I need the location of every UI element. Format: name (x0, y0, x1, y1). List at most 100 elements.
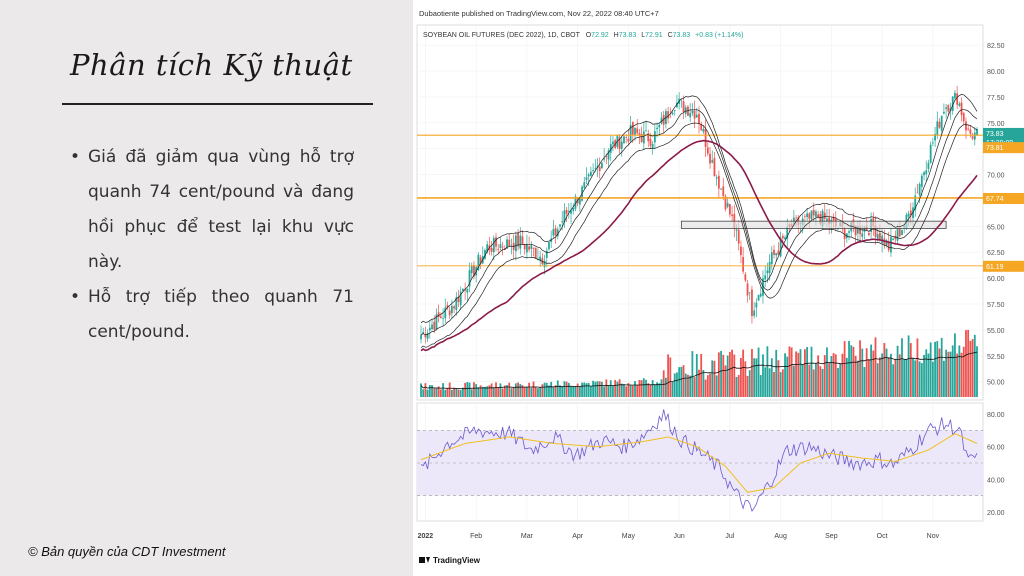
candle-body (656, 127, 658, 130)
candle-body (424, 334, 427, 338)
candle-body (645, 130, 647, 131)
volume-bar (967, 329, 970, 397)
candle-body (486, 244, 489, 253)
level-price-tag-text: 61.19 (986, 264, 1004, 271)
volume-bar (640, 380, 643, 397)
candle-body (479, 257, 482, 264)
volume-bar (565, 381, 568, 397)
candle-body (777, 250, 780, 255)
time-tick-label: Apr (572, 533, 584, 540)
candle-body (879, 232, 881, 241)
volume-bar (856, 360, 859, 397)
candle-body (819, 214, 822, 225)
candle-body (920, 175, 923, 187)
time-tick-label: Mar (521, 533, 534, 540)
candle-body (757, 294, 760, 301)
time-tick-label: Jul (725, 533, 734, 540)
volume-bar (976, 346, 978, 397)
candle-body (755, 302, 758, 308)
candle-body (574, 196, 577, 209)
level-price-tag: 61.19 (983, 260, 1024, 272)
volume-bar (645, 379, 647, 397)
candle-body (508, 239, 511, 247)
candle-body (826, 218, 828, 221)
candle-body (444, 307, 447, 319)
candle-body (885, 240, 888, 245)
volume-bar (514, 383, 517, 397)
volume-bar (554, 385, 557, 397)
candle-body (638, 133, 641, 136)
volume-bar (673, 373, 676, 397)
volume-bar (806, 347, 809, 397)
candle-body (603, 158, 606, 160)
volume-bar (766, 346, 769, 397)
candle-body (856, 226, 859, 234)
candle-body (971, 136, 974, 139)
price-tick-label: 52.50 (987, 354, 1005, 361)
candles (420, 85, 978, 344)
volume-bar (620, 383, 623, 397)
volume-bar (609, 380, 612, 397)
candle-body (967, 128, 970, 130)
candle-body (781, 235, 784, 239)
volume-bar (920, 363, 923, 397)
volume-bar (881, 353, 884, 397)
volume-bar (943, 360, 945, 397)
volume-bar (876, 363, 879, 397)
candle-body (954, 92, 956, 99)
candle-body (808, 213, 811, 219)
candle-body (431, 324, 433, 330)
candle-body (519, 235, 522, 249)
volume-bar (636, 384, 639, 397)
candle-body (660, 117, 663, 124)
candle-body (490, 247, 493, 252)
candle-body (795, 217, 797, 219)
candle-body (965, 121, 967, 131)
volume-bar (519, 384, 522, 397)
tradingview-chart: Dubaotiente published on TradingView.com… (413, 0, 1024, 576)
candle-body (629, 125, 632, 141)
price-tick-label: 65.00 (987, 224, 1005, 231)
volume-ma-line (420, 351, 978, 390)
candle-body (717, 175, 720, 189)
volume-bar (488, 385, 491, 397)
price-tick-label: 60.00 (987, 276, 1005, 283)
volume-bar (905, 358, 908, 397)
candle-body (843, 228, 846, 239)
candle-body (892, 238, 895, 241)
candle-body (669, 117, 672, 118)
volume-bar (567, 382, 570, 397)
candle-body (925, 170, 928, 175)
candle-body (748, 292, 751, 294)
volume-bar (656, 382, 658, 397)
candle-body (943, 111, 945, 114)
candle-body (514, 235, 517, 252)
volume-bar (556, 380, 559, 397)
candle-body (676, 102, 678, 108)
candle-body (821, 210, 824, 227)
candle-body (728, 204, 731, 215)
candle-body (962, 113, 965, 122)
candle-body (439, 316, 442, 318)
candle-body (561, 221, 564, 223)
volume-bar (965, 330, 967, 397)
candle-body (698, 113, 700, 125)
symbol-label: SOYBEAN OIL FUTURES (DEC 2022), 1D, CBOT (423, 32, 581, 39)
volume-bar (837, 368, 839, 397)
volume-bar (830, 356, 833, 397)
candle-body (874, 225, 877, 238)
volume-bar (907, 335, 910, 397)
consolidation-zone (680, 220, 947, 229)
candle-body (543, 260, 546, 268)
volume-bar (422, 389, 425, 397)
tradingview-logo-text: TradingView (433, 556, 481, 565)
bullet-list: Giá đã giảm qua vùng hỗ trợ quanh 74 cen… (70, 140, 354, 350)
volume-bar (698, 369, 700, 397)
candle-body (587, 174, 590, 177)
volume-bar (737, 374, 740, 397)
volume-bar (845, 357, 848, 397)
volume-bar (854, 355, 857, 397)
svg-text:SOYBEAN OIL FUTURES (DEC 2022): SOYBEAN OIL FUTURES (DEC 2022), 1D, CBOT… (423, 32, 743, 39)
volume-bar (475, 384, 478, 397)
time-tick-label: Aug (774, 533, 787, 540)
